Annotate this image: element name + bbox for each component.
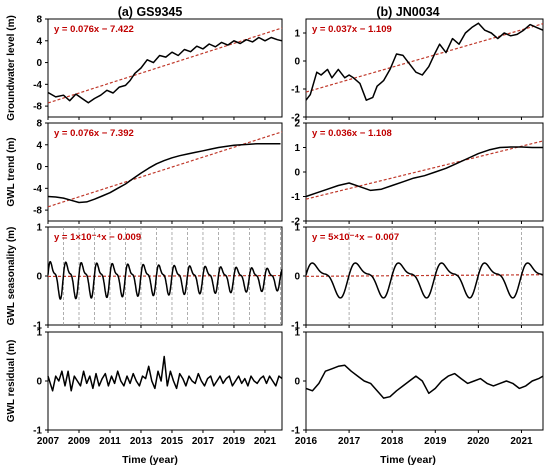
y-tick-label: -1 xyxy=(291,321,300,332)
panel-b1: -2 -1 0 1 y = 0.037x − 1.109 xyxy=(291,18,544,124)
y-tick-label: 0 xyxy=(36,162,42,173)
y-tick-label: -2 xyxy=(291,113,300,124)
y-tick-label: 2 xyxy=(294,119,300,130)
plot-frame xyxy=(47,18,283,118)
x-tick-label: 2017 xyxy=(338,436,361,447)
ylabel-row1: Groundwater level (m) xyxy=(6,15,17,121)
x-tick-label: 2019 xyxy=(223,436,246,447)
fit-equation: y = 0.076x − 7.392 xyxy=(54,128,134,139)
x-tick-label: 2020 xyxy=(467,436,490,447)
series-line xyxy=(305,262,544,299)
fit-equation: y = 0.036x − 1.108 xyxy=(312,128,392,139)
y-tick-label: 0 xyxy=(294,272,300,283)
fit-equation: y = 0.076x − 7.422 xyxy=(54,24,134,35)
x-tick-label: 2019 xyxy=(424,436,447,447)
y-tick-label: 0 xyxy=(294,168,300,179)
series-line xyxy=(47,142,281,204)
y-tick-label: -4 xyxy=(33,184,42,195)
col-a-xlabel: Time (year) xyxy=(122,454,178,466)
y-tick-label: 4 xyxy=(36,36,42,47)
fit-line xyxy=(305,23,544,93)
fit-line xyxy=(305,274,544,277)
panel-a3: -1 0 1 y = 1×10⁻⁴x − 0.009 xyxy=(33,223,283,332)
fit-line xyxy=(305,140,544,200)
y-tick-label: 1 xyxy=(294,143,300,154)
x-tick-label: 2009 xyxy=(68,436,91,447)
panel-a2: -8 -4 0 4 8 y = 0.076x − 7.392 xyxy=(33,119,283,224)
fit-equation: y = 1×10⁻⁴x − 0.009 xyxy=(54,232,141,243)
x-tick-label: 2018 xyxy=(381,436,404,447)
series-line xyxy=(47,355,283,392)
x-tick-label: 2013 xyxy=(130,436,153,447)
fit-equation: y = 0.037x − 1.109 xyxy=(312,24,392,35)
panel-a1: -8 -4 0 4 8 y = 0.076x − 7.422 xyxy=(33,15,283,120)
y-tick-label: -1 xyxy=(33,321,42,332)
x-tick-label: 2007 xyxy=(37,436,60,447)
y-tick-label: 0 xyxy=(294,377,300,388)
x-tick-label: 2011 xyxy=(99,436,121,447)
y-tick-label: -1 xyxy=(291,192,300,203)
y-tick-label: -2 xyxy=(291,217,300,228)
x-tick-label: 2021 xyxy=(510,436,533,447)
x-tick-label: 2015 xyxy=(161,436,184,447)
fit-line xyxy=(47,131,283,208)
col-b-xlabel: Time (year) xyxy=(380,454,436,466)
plot-frame xyxy=(305,18,544,118)
y-tick-label: 8 xyxy=(36,15,42,26)
y-tick-label: 1 xyxy=(294,29,300,40)
col-a-title: (a) GS9345 xyxy=(118,5,183,19)
series-line xyxy=(305,22,544,101)
plot-frame xyxy=(47,122,283,222)
chart-panels: -8 -4 0 4 8 y = 0.076x − 7.422 -8 -4 0 4 8 y = 0.07… xyxy=(33,15,544,447)
panel-b4: -1 0 1 2016 2017 2018 2019 2020 2021 xyxy=(291,328,544,447)
y-tick-label: 4 xyxy=(36,140,42,151)
y-tick-label: 0 xyxy=(36,272,42,283)
y-tick-label: -1 xyxy=(33,426,42,437)
y-tick-label: 0 xyxy=(36,377,42,388)
y-tick-label: -8 xyxy=(33,206,42,217)
plot-frame xyxy=(47,331,283,431)
y-tick-label: -1 xyxy=(291,85,300,96)
y-tick-label: -8 xyxy=(33,102,42,113)
y-tick-label: 1 xyxy=(294,223,300,234)
y-tick-label: 1 xyxy=(294,328,300,339)
y-tick-label: -1 xyxy=(291,426,300,437)
fit-line xyxy=(47,27,283,104)
y-tick-label: 1 xyxy=(36,328,42,339)
series-line xyxy=(47,36,283,104)
y-tick-label: 0 xyxy=(36,58,42,69)
y-tick-label: 1 xyxy=(36,223,42,234)
ylabel-row4: GWL residual (m) xyxy=(6,340,17,423)
y-tick-label: 8 xyxy=(36,119,42,130)
x-tick-label: 2016 xyxy=(295,436,318,447)
y-tick-label: -4 xyxy=(33,80,42,91)
fit-equation: y = 5×10⁻⁴x − 0.007 xyxy=(312,232,399,243)
series-line xyxy=(305,146,543,198)
x-tick-label: 2021 xyxy=(254,436,277,447)
panel-b3: -1 0 1 y = 5×10⁻⁴x − 0.007 xyxy=(291,223,544,332)
series-line xyxy=(47,260,283,300)
col-b-title: (b) JN0034 xyxy=(376,5,439,19)
panel-b2: -2 -1 0 1 2 y = 0.036x − 1.108 xyxy=(291,119,544,228)
x-tick-label: 2017 xyxy=(192,436,215,447)
y-tick-label: 0 xyxy=(294,57,300,68)
ylabel-row3: GWL seasonality (m) xyxy=(6,227,17,326)
ylabel-row2: GWL trend (m) xyxy=(6,137,17,206)
panel-a4: -1 0 1 2007 2009 2011 2013 2015 2017 2019 2021 xyxy=(33,328,283,447)
series-line xyxy=(305,364,544,399)
